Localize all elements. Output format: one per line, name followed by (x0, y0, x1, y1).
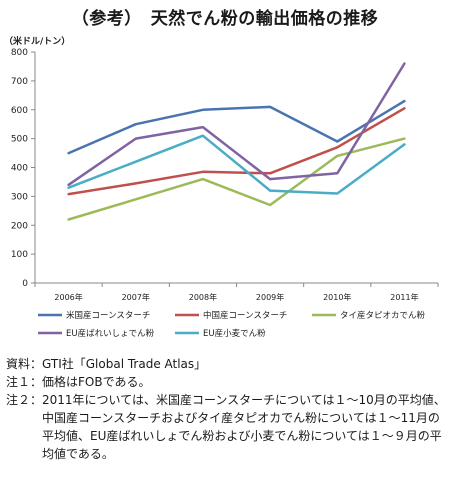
y-tick-label: 600 (11, 106, 28, 116)
x-tick-label: 2010年 (323, 292, 351, 302)
y-tick-label: 500 (11, 135, 28, 145)
note-1: 注１： 価格はFOBである。 (6, 373, 446, 391)
x-tick-label: 2009年 (256, 292, 284, 302)
legend-label-2: 中国産コーンスターチ (203, 310, 287, 321)
y-tick-label: 800 (11, 48, 28, 58)
x-tick-label: 2008年 (189, 292, 217, 302)
y-tick-label: 200 (11, 221, 28, 231)
note-2: 注２： 2011年については、米国産コーンスターチについては１～10月の平均値、… (6, 391, 446, 463)
legend-label-3: タイ産タピオカでん粉 (340, 310, 426, 321)
x-tick-label: 2006年 (54, 292, 82, 302)
y-tick-label: 0 (22, 279, 28, 289)
legend-label-1: 米国産コーンスターチ (66, 310, 150, 321)
y-tick-label: 100 (11, 250, 28, 260)
note-label: 注２： (6, 393, 43, 407)
x-tick-label: 2007年 (122, 292, 150, 302)
note-label: 注１： (6, 375, 43, 389)
series-line-4 (67, 62, 406, 187)
legend-label-4: EU産ばれいしょでん粉 (66, 328, 155, 339)
y-tick-label: 300 (11, 192, 28, 202)
source-note: 資料： GTI社「Global Trade Atlas」 (6, 355, 446, 373)
series-line-2 (67, 107, 406, 196)
notes: 資料： GTI社「Global Trade Atlas」 注１： 価格はFOBで… (6, 355, 446, 463)
note-text: 価格はFOBである。 (42, 375, 151, 389)
line-chart: （米ドル/トン） 0 100 200 300 400 500 600 700 800 2006年 20… (4, 35, 439, 339)
chart-title: （参考） 天然でん粉の輸出価格の推移 (71, 9, 379, 29)
y-tick-label: 400 (11, 164, 28, 174)
series-line-1 (67, 99, 406, 155)
note-label: 資料： (6, 357, 43, 371)
series-line-5 (67, 134, 406, 195)
note-text: 2011年については、米国産コーンスターチについては１～10月の平均値、中国産コ… (42, 393, 446, 461)
note-text: GTI社「Global Trade Atlas」 (42, 357, 207, 371)
y-tick-label: 700 (11, 77, 28, 87)
y-axis-label: （米ドル/トン） (4, 35, 70, 47)
x-tick-label: 2011年 (390, 292, 418, 302)
legend-label-5: EU産小麦でん粉 (203, 328, 266, 339)
